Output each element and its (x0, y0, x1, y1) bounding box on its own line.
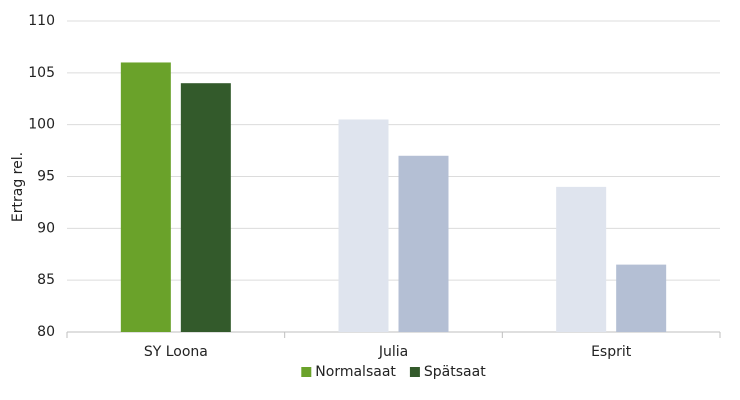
y-tick-label: 100 (28, 117, 55, 133)
y-tick-label: 90 (37, 220, 55, 236)
x-tick-label: Julia (378, 344, 408, 360)
y-tick-label: 85 (37, 272, 55, 288)
bar (556, 186, 607, 332)
bar (120, 62, 171, 332)
x-tick-label: SY Loona (144, 344, 208, 360)
legend-label: Spätsaat (424, 364, 486, 380)
bar (180, 83, 231, 332)
legend-swatch (301, 367, 312, 377)
bar (616, 264, 667, 332)
bar (338, 119, 389, 332)
y-tick-label: 95 (37, 169, 55, 185)
y-tick-label: 80 (37, 324, 55, 340)
legend-label: Normalsaat (315, 364, 396, 380)
x-tick-label: Esprit (591, 344, 632, 360)
bar (398, 155, 449, 332)
legend-swatch (409, 367, 420, 377)
y-tick-label: 110 (28, 13, 55, 29)
y-tick-label: 105 (28, 65, 55, 81)
y-axis-label: Ertrag rel. (10, 152, 26, 222)
